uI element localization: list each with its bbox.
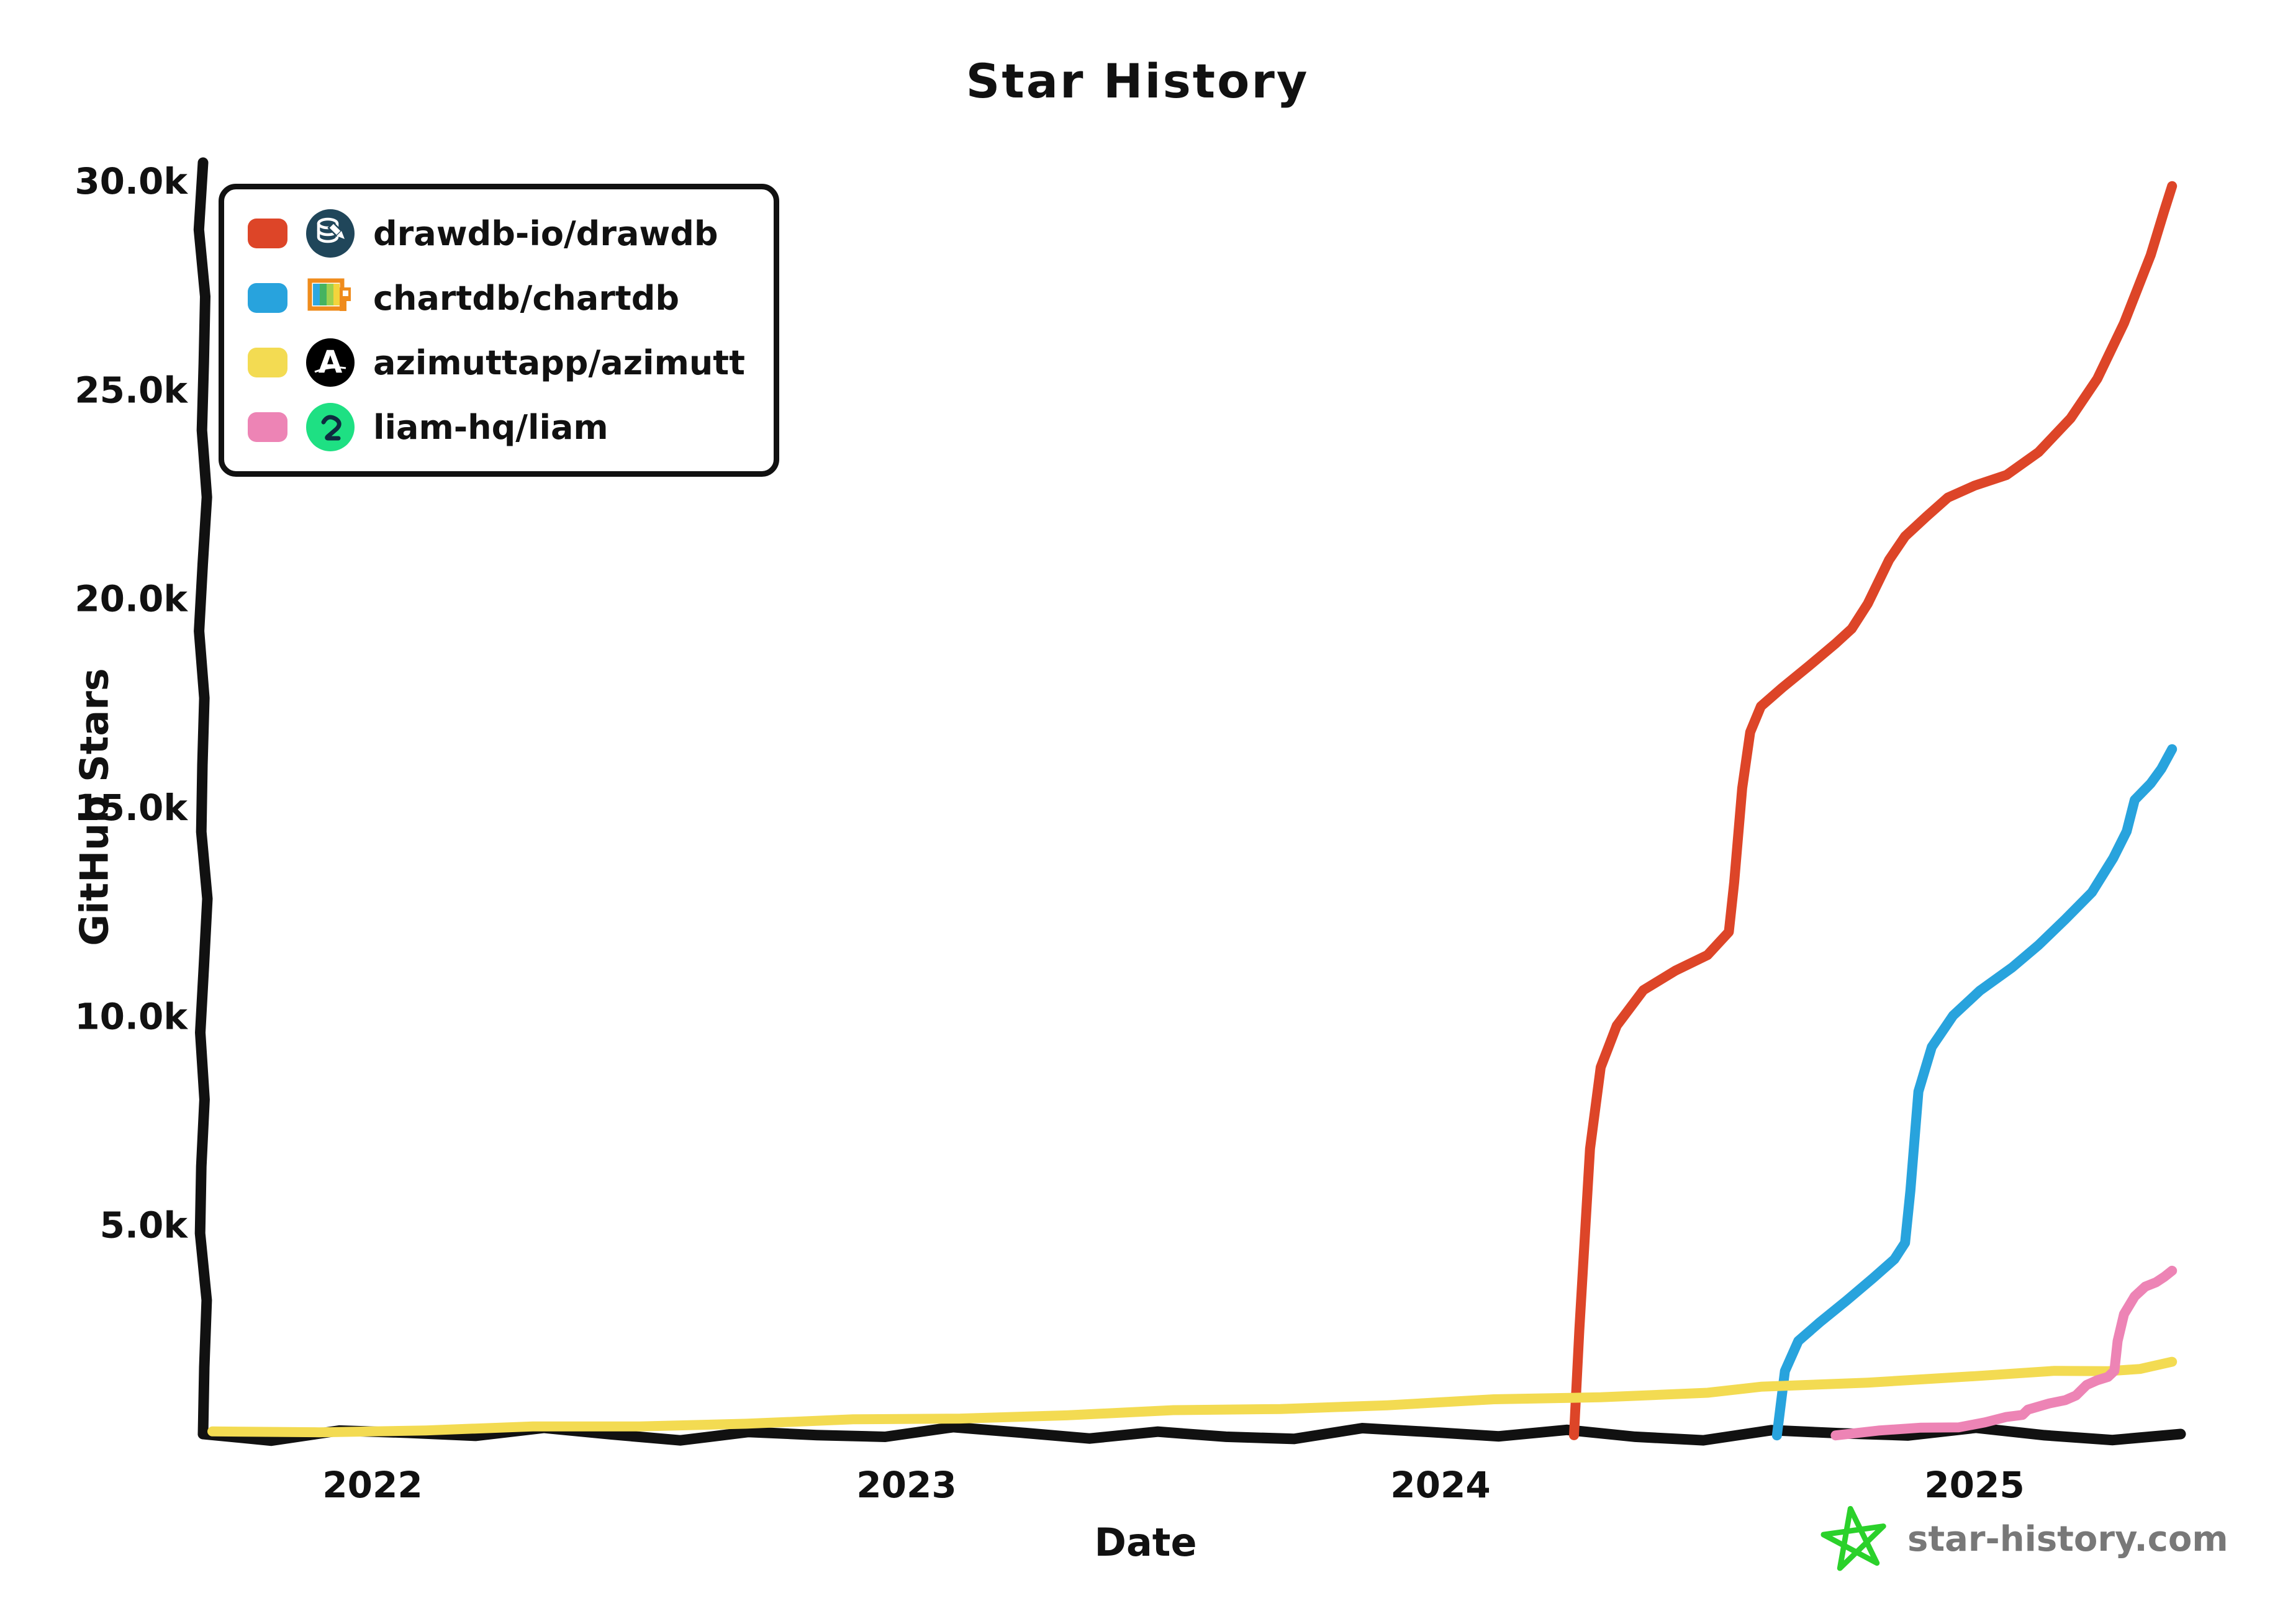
legend-item-drawdb: drawdb-io/drawdb	[248, 208, 745, 259]
y-axis-tick-labels: 5.0k 10.0k 15.0k 20.0k 25.0k 30.0k	[75, 160, 188, 1247]
legend-label-liam: liam-hq/liam	[373, 407, 608, 447]
watermark-text: star-history.com	[1907, 1518, 2228, 1559]
liam-color-swatch	[248, 412, 287, 442]
liam-elephant-icon	[305, 402, 356, 453]
drawdb-color-swatch	[248, 219, 287, 248]
legend-label-drawdb: drawdb-io/drawdb	[373, 214, 718, 253]
watermark: star-history.com	[1818, 1502, 2228, 1576]
legend-label-chartdb: chartdb/chartdb	[373, 278, 680, 318]
legend-item-chartdb: chartdb/chartdb	[248, 273, 745, 323]
svg-text:2025: 2025	[1924, 1464, 2024, 1506]
svg-text:30.0k: 30.0k	[75, 160, 188, 202]
legend-item-azimutt: A azimuttapp/azimutt	[248, 337, 745, 388]
svg-text:A: A	[319, 344, 343, 380]
svg-text:2024: 2024	[1390, 1464, 1490, 1506]
legend-label-azimutt: azimuttapp/azimutt	[373, 343, 745, 382]
svg-text:25.0k: 25.0k	[75, 369, 188, 411]
azimutt-a-icon: A	[305, 337, 356, 388]
x-axis-tick-labels: 2022 2023 2024 2025	[322, 1464, 2024, 1506]
chartdb-color-swatch	[248, 283, 287, 313]
svg-text:15.0k: 15.0k	[75, 787, 188, 829]
drawdb-database-icon	[305, 208, 356, 259]
svg-text:5.0k: 5.0k	[100, 1204, 189, 1247]
legend-box: drawdb-io/drawdb chartdb/chartdb	[219, 184, 779, 477]
svg-text:10.0k: 10.0k	[75, 995, 188, 1037]
x-axis-title: Date	[1094, 1520, 1197, 1565]
chartdb-flag-icon	[305, 273, 356, 323]
svg-text:2023: 2023	[856, 1464, 956, 1506]
azimutt-color-swatch	[248, 348, 287, 377]
chart-title: Star History	[966, 53, 1309, 109]
series-lines	[207, 181, 2178, 1441]
legend-item-liam: liam-hq/liam	[248, 402, 745, 453]
svg-text:2022: 2022	[322, 1464, 422, 1506]
svg-text:20.0k: 20.0k	[75, 578, 188, 620]
star-doodle-icon	[1813, 1497, 1896, 1580]
